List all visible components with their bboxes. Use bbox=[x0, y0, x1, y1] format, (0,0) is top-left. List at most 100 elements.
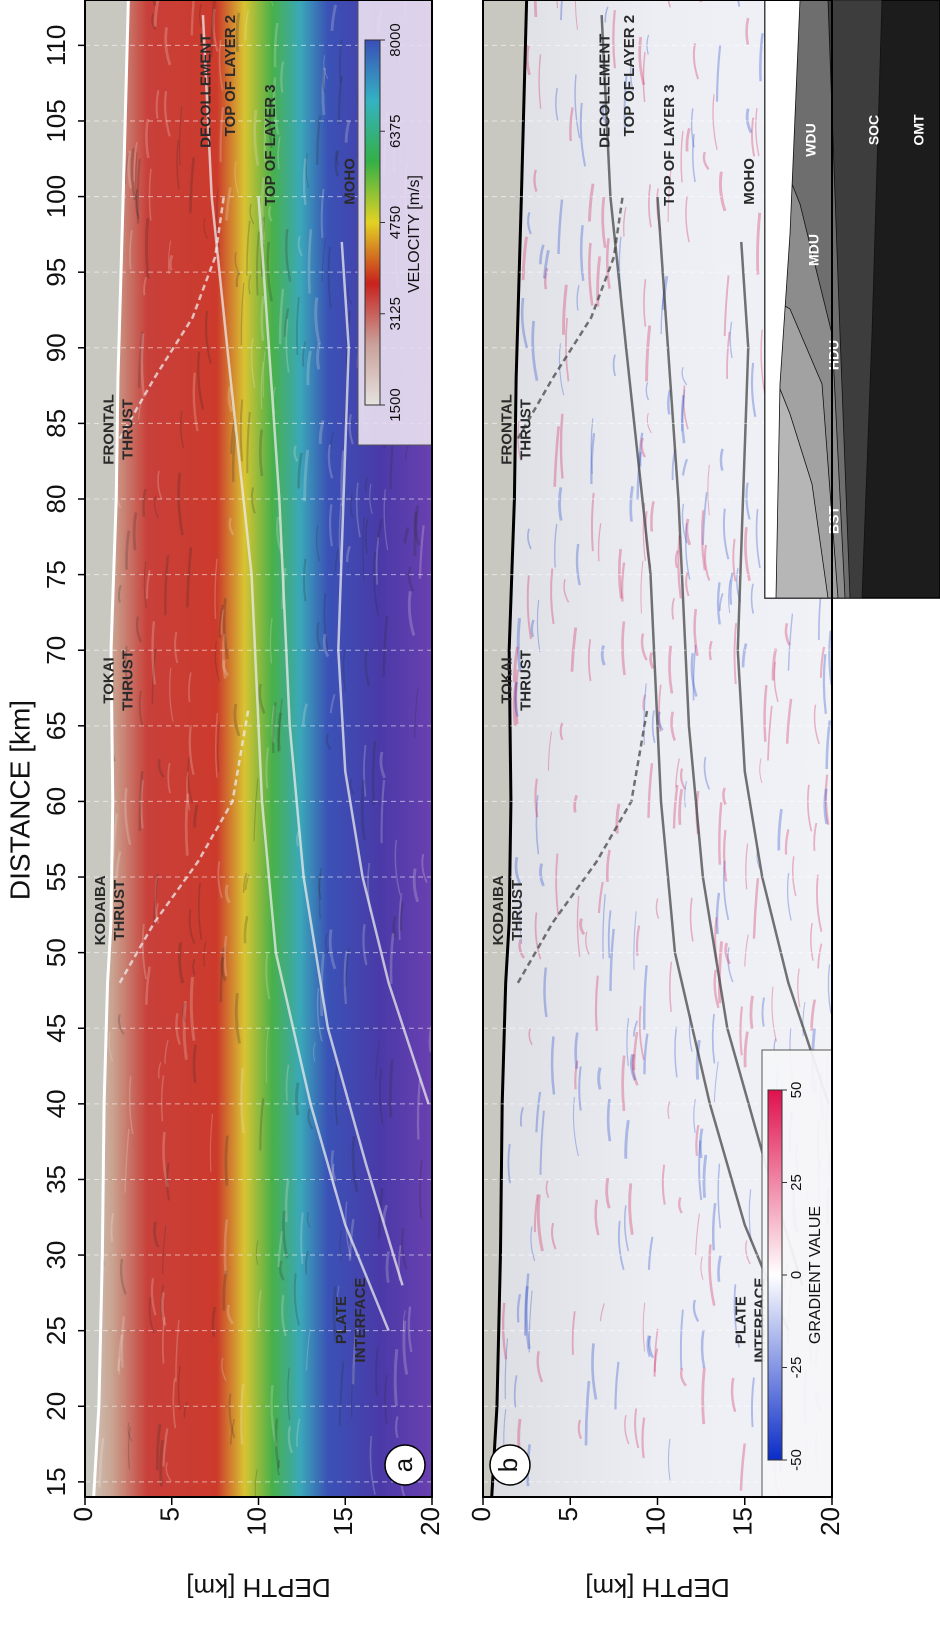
annotation: MOHO bbox=[741, 158, 758, 205]
texture bbox=[321, 69, 326, 93]
texture bbox=[657, 711, 664, 731]
texture bbox=[302, 703, 308, 726]
texture bbox=[413, 505, 419, 557]
x-tick-label: 35 bbox=[41, 1165, 71, 1194]
horizon-line bbox=[337, 241, 430, 1105]
texture bbox=[355, 482, 361, 538]
texture bbox=[530, 1226, 536, 1262]
texture bbox=[322, 633, 330, 658]
texture bbox=[579, 102, 587, 167]
texture bbox=[327, 247, 332, 309]
texture bbox=[222, 659, 230, 677]
colorbar-tick-label: 50 bbox=[788, 1082, 805, 1099]
texture bbox=[555, 87, 559, 122]
texture bbox=[667, 168, 672, 222]
texture bbox=[677, 1197, 683, 1214]
inset-schematic: BST HDU MDU WDU SOC OMT bbox=[764, 0, 940, 599]
texture bbox=[671, 598, 675, 620]
y-tick-label: 10 bbox=[241, 1507, 271, 1536]
texture bbox=[274, 1418, 281, 1469]
texture bbox=[528, 1027, 533, 1046]
texture bbox=[535, 795, 540, 855]
texture bbox=[314, 297, 321, 345]
texture bbox=[283, 308, 290, 337]
texture bbox=[302, 158, 307, 206]
texture bbox=[739, 1006, 744, 1056]
texture bbox=[759, 33, 764, 82]
texture bbox=[140, 333, 146, 398]
texture bbox=[513, 1375, 518, 1408]
texture bbox=[554, 523, 558, 568]
colorbar-tick-label: -50 bbox=[788, 1449, 805, 1471]
texture bbox=[240, 1384, 245, 1445]
texture bbox=[712, 94, 718, 151]
y-tick-label: 0 bbox=[466, 1507, 496, 1521]
texture bbox=[303, 449, 310, 502]
texture bbox=[347, 286, 353, 305]
texture bbox=[640, 633, 648, 661]
x-axis-title: DISTANCE [km] bbox=[4, 700, 35, 900]
texture bbox=[157, 1062, 162, 1079]
texture bbox=[98, 1437, 105, 1488]
texture bbox=[516, 1293, 522, 1323]
texture bbox=[521, 236, 528, 281]
texture bbox=[745, 17, 750, 45]
texture bbox=[594, 975, 599, 1032]
texture bbox=[151, 13, 157, 30]
texture bbox=[514, 669, 519, 725]
texture bbox=[300, 1212, 304, 1265]
texture bbox=[536, 1351, 544, 1383]
inset-label: HDU bbox=[826, 340, 842, 370]
texture bbox=[674, 550, 679, 569]
texture bbox=[569, 107, 574, 142]
texture bbox=[682, 385, 689, 430]
texture bbox=[557, 199, 564, 255]
texture bbox=[177, 1366, 181, 1410]
inset-label: BST bbox=[826, 506, 842, 534]
colorbar-tick-label: 8000 bbox=[387, 23, 404, 56]
texture bbox=[144, 218, 150, 279]
texture bbox=[380, 779, 386, 844]
texture bbox=[402, 1310, 406, 1332]
texture bbox=[385, 1251, 390, 1283]
texture bbox=[597, 1067, 602, 1090]
texture bbox=[640, 437, 646, 458]
texture bbox=[635, 925, 641, 956]
panel-label: b bbox=[493, 1458, 523, 1472]
texture bbox=[531, 320, 539, 381]
texture bbox=[651, 710, 656, 743]
texture bbox=[162, 1225, 167, 1275]
texture bbox=[601, 103, 608, 125]
texture bbox=[162, 1131, 169, 1188]
texture bbox=[650, 501, 655, 532]
texture bbox=[690, 108, 695, 148]
texture bbox=[700, 1256, 704, 1280]
texture bbox=[692, 43, 700, 80]
texture bbox=[624, 1205, 630, 1252]
texture bbox=[209, 1113, 214, 1173]
texture bbox=[514, 856, 522, 886]
texture bbox=[606, 238, 611, 289]
texture bbox=[513, 646, 519, 682]
texture bbox=[389, 933, 395, 984]
texture bbox=[819, 646, 826, 678]
texture bbox=[136, 158, 141, 224]
texture bbox=[228, 1393, 236, 1439]
texture bbox=[695, 1124, 700, 1157]
texture bbox=[636, 452, 642, 501]
texture bbox=[267, 205, 273, 222]
texture bbox=[729, 321, 733, 359]
texture bbox=[127, 150, 133, 189]
texture bbox=[534, 912, 542, 960]
texture bbox=[183, 1401, 188, 1419]
texture bbox=[323, 54, 329, 80]
texture bbox=[807, 784, 813, 832]
texture bbox=[761, 997, 765, 1027]
texture bbox=[751, 117, 756, 157]
texture bbox=[285, 228, 292, 282]
texture bbox=[352, 1327, 358, 1385]
texture bbox=[419, 1159, 423, 1219]
texture bbox=[817, 943, 823, 969]
